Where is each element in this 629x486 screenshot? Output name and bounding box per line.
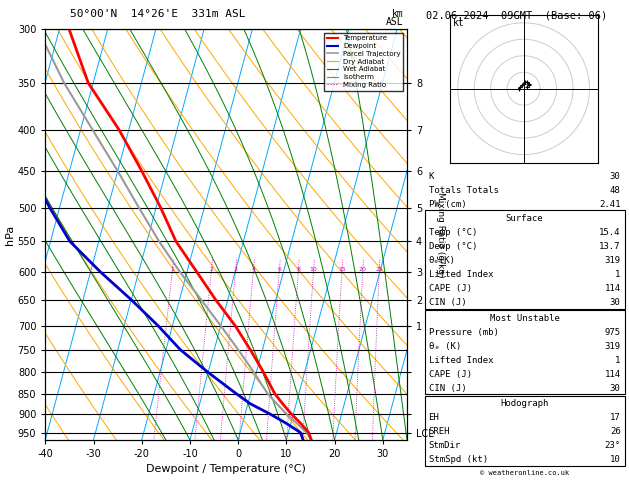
X-axis label: Dewpoint / Temperature (°C): Dewpoint / Temperature (°C) xyxy=(146,465,306,474)
Text: 10: 10 xyxy=(309,267,318,272)
Text: 13.7: 13.7 xyxy=(599,242,621,251)
Text: 319: 319 xyxy=(604,256,621,265)
Text: 4: 4 xyxy=(251,267,255,272)
Legend: Temperature, Dewpoint, Parcel Trajectory, Dry Adiabat, Wet Adiabat, Isotherm, Mi: Temperature, Dewpoint, Parcel Trajectory… xyxy=(325,33,403,90)
Text: 6: 6 xyxy=(277,267,281,272)
Text: Pressure (mb): Pressure (mb) xyxy=(428,328,498,337)
Text: 02.06.2024  09GMT  (Base: 06): 02.06.2024 09GMT (Base: 06) xyxy=(426,11,608,21)
Text: SREH: SREH xyxy=(428,427,450,436)
Text: 10: 10 xyxy=(610,455,621,464)
Text: EH: EH xyxy=(428,413,439,422)
Text: 23°: 23° xyxy=(604,441,621,450)
Text: 3: 3 xyxy=(233,267,238,272)
Text: km: km xyxy=(392,9,404,19)
Text: Surface: Surface xyxy=(506,214,543,223)
Text: 17: 17 xyxy=(610,413,621,422)
Text: ASL: ASL xyxy=(386,17,404,27)
Y-axis label: Mixing Ratio (g/kg): Mixing Ratio (g/kg) xyxy=(436,191,445,278)
Text: Totals Totals: Totals Totals xyxy=(428,186,498,195)
Text: Dewp (°C): Dewp (°C) xyxy=(428,242,477,251)
Text: 319: 319 xyxy=(604,342,621,350)
Text: CAPE (J): CAPE (J) xyxy=(428,284,472,293)
Text: 1: 1 xyxy=(615,356,621,364)
Text: 1: 1 xyxy=(615,270,621,279)
Text: K: K xyxy=(428,172,434,181)
Text: 2.41: 2.41 xyxy=(599,200,621,209)
Text: 15.4: 15.4 xyxy=(599,228,621,237)
Text: θₑ(K): θₑ(K) xyxy=(428,256,455,265)
Text: 30: 30 xyxy=(610,298,621,307)
Text: 30: 30 xyxy=(610,172,621,181)
Text: 114: 114 xyxy=(604,284,621,293)
Text: 1: 1 xyxy=(170,267,174,272)
Text: 20: 20 xyxy=(359,267,367,272)
Text: kt: kt xyxy=(452,17,464,28)
Text: Temp (°C): Temp (°C) xyxy=(428,228,477,237)
Text: 26: 26 xyxy=(610,427,621,436)
Text: StmDir: StmDir xyxy=(428,441,461,450)
Text: 975: 975 xyxy=(604,328,621,337)
Text: CIN (J): CIN (J) xyxy=(428,384,466,393)
Text: 2: 2 xyxy=(209,267,213,272)
Text: 25: 25 xyxy=(376,267,383,272)
Text: 30: 30 xyxy=(610,384,621,393)
Text: 15: 15 xyxy=(338,267,346,272)
Text: CIN (J): CIN (J) xyxy=(428,298,466,307)
Text: 8: 8 xyxy=(296,267,300,272)
Text: Lifted Index: Lifted Index xyxy=(428,270,493,279)
Y-axis label: hPa: hPa xyxy=(5,225,15,244)
Text: Lifted Index: Lifted Index xyxy=(428,356,493,364)
Text: 114: 114 xyxy=(604,370,621,379)
Text: PW (cm): PW (cm) xyxy=(428,200,466,209)
Text: 50°00'N  14°26'E  331m ASL: 50°00'N 14°26'E 331m ASL xyxy=(70,9,246,19)
Text: Hodograph: Hodograph xyxy=(501,399,548,408)
Text: CAPE (J): CAPE (J) xyxy=(428,370,472,379)
Text: Most Unstable: Most Unstable xyxy=(489,313,560,323)
Text: θₑ (K): θₑ (K) xyxy=(428,342,461,350)
Text: 48: 48 xyxy=(610,186,621,195)
Text: © weatheronline.co.uk: © weatheronline.co.uk xyxy=(480,470,569,476)
Text: StmSpd (kt): StmSpd (kt) xyxy=(428,455,487,464)
